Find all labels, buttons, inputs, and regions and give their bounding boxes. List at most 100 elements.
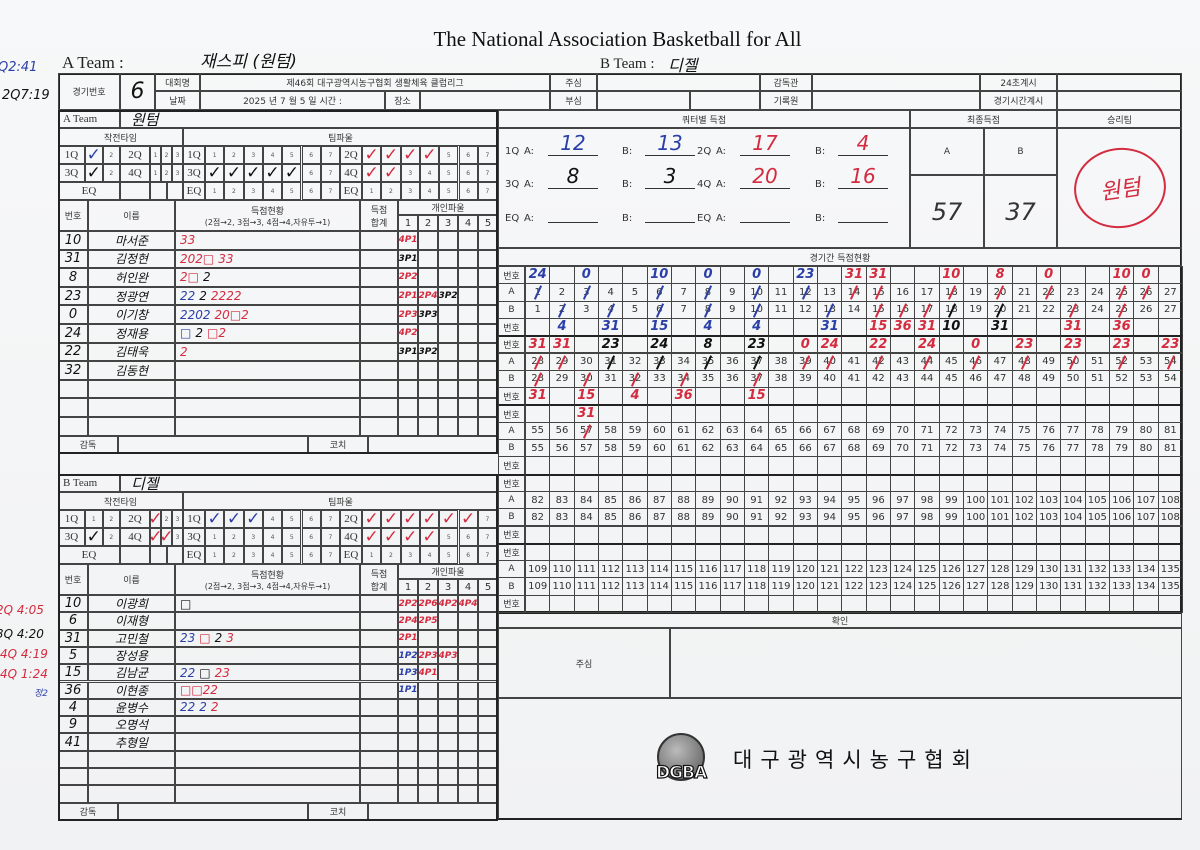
player-scoring[interactable]: 2202 20□2 (175, 305, 360, 324)
player-scoring[interactable]: 22 □ 23 (175, 664, 360, 682)
player-no-cell[interactable] (792, 525, 818, 544)
player-no-cell[interactable] (549, 473, 575, 492)
timeout-slot[interactable]: 2 (161, 510, 172, 528)
player-no-cell[interactable]: 23 (598, 335, 624, 354)
personal-foul-slot[interactable] (478, 664, 498, 682)
team-b-point-cell[interactable]: 6 (646, 300, 672, 319)
player-no-cell[interactable] (914, 404, 940, 423)
player-no-cell[interactable] (695, 525, 721, 544)
player-no-cell[interactable] (719, 317, 745, 337)
team-foul-slot[interactable]: ✓ (381, 146, 401, 164)
team-b-point-cell[interactable]: 102 (1011, 508, 1037, 527)
team-b-point-cell[interactable]: 86 (622, 508, 648, 527)
player-no-cell[interactable]: 15 (573, 387, 599, 406)
player-no-cell[interactable] (768, 594, 794, 613)
player-no-cell[interactable] (938, 525, 964, 544)
player-no-cell[interactable] (768, 456, 794, 475)
team-a-point-cell[interactable]: 62 (695, 421, 721, 440)
player-no-cell[interactable]: 10 (1109, 266, 1135, 285)
player-name[interactable] (88, 379, 175, 399)
player-no-cell[interactable]: 24 (817, 335, 843, 354)
umpire-field-2[interactable] (690, 91, 760, 110)
personal-foul-slot[interactable] (438, 768, 458, 786)
player-no-cell[interactable]: 0 (744, 266, 770, 285)
team-foul-slot[interactable]: ✓ (224, 164, 244, 182)
team-a-point-cell[interactable]: 91 (744, 490, 770, 510)
player-no-cell[interactable] (938, 404, 964, 423)
team-a-point-cell[interactable]: 27 (1157, 283, 1183, 302)
quarter-score-field[interactable]: 17 (740, 131, 790, 156)
player-no-cell[interactable] (890, 387, 916, 406)
player-no-cell[interactable] (719, 456, 745, 475)
team-b-point-cell[interactable]: 100 (963, 508, 989, 527)
player-no-cell[interactable]: 0 (695, 266, 721, 285)
personal-foul-slot[interactable] (478, 681, 498, 699)
player-total[interactable] (360, 231, 398, 250)
player-name[interactable] (88, 768, 175, 786)
quarter-score-field[interactable]: 4 (838, 131, 888, 156)
player-no-cell[interactable] (646, 387, 672, 406)
player-no-cell[interactable] (1109, 404, 1135, 423)
player-no-cell[interactable]: 10 (646, 266, 672, 285)
personal-foul-slot[interactable] (418, 733, 438, 751)
player-no-cell[interactable] (841, 335, 867, 354)
team-foul-slot[interactable]: 7 (320, 164, 341, 182)
team-a-point-cell[interactable]: 51 (1084, 352, 1110, 371)
player-no-cell[interactable] (865, 542, 891, 562)
team-b-point-cell[interactable]: 96 (865, 508, 891, 527)
player-no-cell[interactable] (792, 594, 818, 613)
team-b-point-cell[interactable]: 62 (695, 439, 721, 458)
player-no-cell[interactable] (719, 404, 745, 423)
team-a-point-cell[interactable]: 49 (1036, 352, 1062, 371)
team-a-point-cell[interactable]: 129 (1011, 560, 1037, 579)
player-number[interactable]: 8 (58, 268, 88, 287)
personal-foul-slot[interactable]: 2P6 (418, 595, 438, 613)
player-name[interactable]: 허인완 (88, 268, 175, 287)
personal-foul-slot[interactable]: 4P2 (398, 324, 418, 343)
team-foul-slot[interactable]: 4 (262, 546, 283, 564)
player-no-cell[interactable] (768, 266, 794, 285)
player-no-cell[interactable] (963, 456, 989, 475)
personal-foul-slot[interactable] (418, 268, 438, 287)
player-scoring[interactable] (175, 733, 360, 751)
scorer-field[interactable] (812, 91, 980, 110)
team-a-point-cell[interactable]: 13 (817, 283, 843, 302)
team-b-point-cell[interactable]: 103 (1036, 508, 1062, 527)
player-no-cell[interactable] (1060, 456, 1086, 475)
team-a-point-cell[interactable]: 122 (841, 560, 867, 579)
team-foul-slot[interactable]: 2 (381, 182, 401, 200)
player-total[interactable] (360, 361, 398, 380)
player-no-cell[interactable] (792, 387, 818, 406)
team-foul-slot[interactable]: 6 (458, 182, 478, 200)
player-no-cell[interactable] (792, 542, 818, 562)
player-no-cell[interactable] (914, 456, 940, 475)
team-b-point-cell[interactable]: 48 (1011, 369, 1037, 389)
personal-foul-slot[interactable] (458, 612, 478, 630)
player-no-cell[interactable] (1036, 387, 1062, 406)
team-foul-slot[interactable]: 7 (477, 510, 498, 528)
personal-foul-slot[interactable] (438, 612, 458, 630)
timeout-slot[interactable] (150, 182, 167, 200)
player-no-cell[interactable] (938, 542, 964, 562)
team-b-point-cell[interactable]: 64 (744, 439, 770, 458)
player-no-cell[interactable] (841, 387, 867, 406)
team-a-point-cell[interactable]: 105 (1084, 490, 1110, 510)
team-a-point-cell[interactable]: 30 (573, 352, 599, 371)
player-no-cell[interactable] (792, 473, 818, 492)
team-foul-slot[interactable]: 7 (320, 146, 341, 164)
team-a-point-cell[interactable]: 131 (1060, 560, 1086, 579)
player-no-cell[interactable]: 15 (646, 317, 672, 337)
team-a-point-cell[interactable]: 50 (1060, 352, 1086, 371)
team-b-point-cell[interactable]: 83 (549, 508, 575, 527)
team-b-point-cell[interactable]: 88 (671, 508, 697, 527)
team-foul-slot[interactable]: 7 (320, 546, 341, 564)
player-number[interactable]: 10 (58, 595, 88, 613)
team-foul-slot[interactable]: 6 (301, 546, 321, 564)
team-b-point-cell[interactable]: 22 (1036, 300, 1062, 319)
team-b-point-cell[interactable]: 61 (671, 439, 697, 458)
coach-field[interactable] (368, 435, 498, 454)
player-name[interactable] (88, 398, 175, 417)
team-a-point-cell[interactable]: 56 (549, 421, 575, 440)
player-number[interactable] (58, 398, 88, 417)
team-b-point-cell[interactable]: 20 (987, 300, 1013, 319)
